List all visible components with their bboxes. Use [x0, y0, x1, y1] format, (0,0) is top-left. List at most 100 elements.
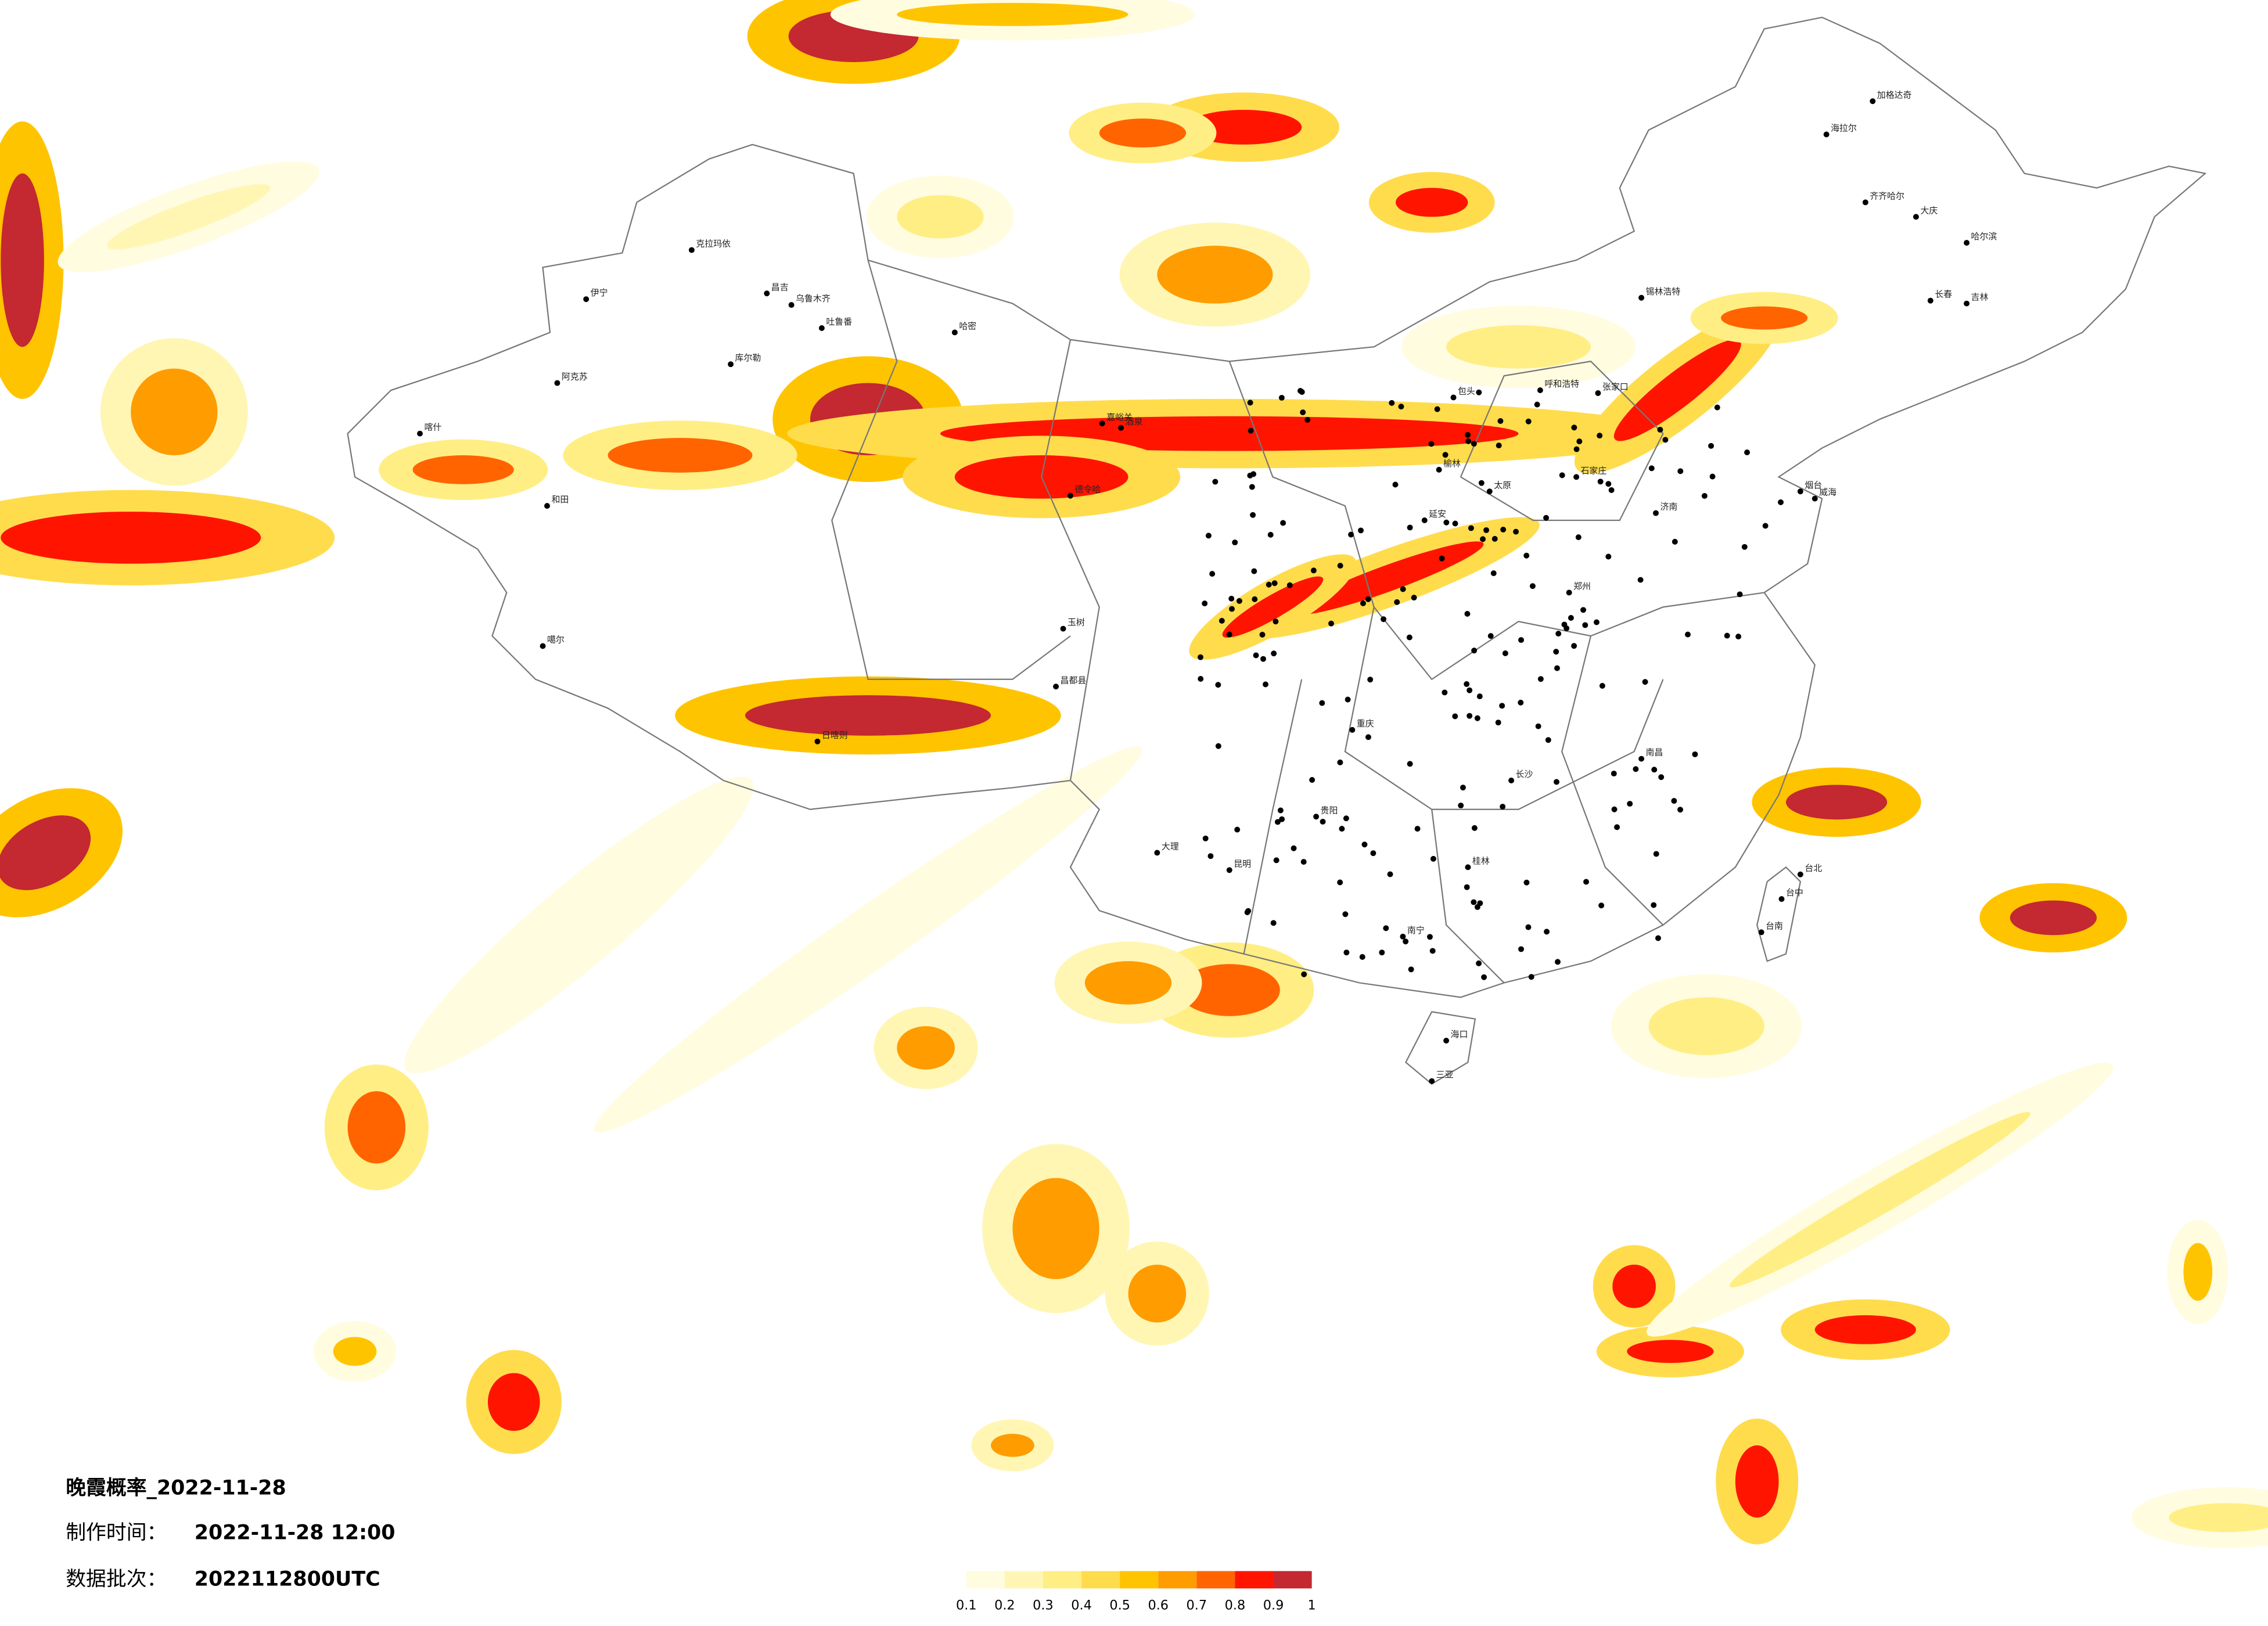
city-dot	[1913, 214, 1919, 220]
country-outline	[347, 16, 2207, 998]
city-dot	[1573, 446, 1580, 452]
city-dot	[1778, 499, 1784, 505]
city-dot	[1571, 425, 1577, 431]
legend-tick-label: 0.8	[1225, 1598, 1246, 1613]
heat-area	[1, 512, 261, 564]
city-dot	[1247, 400, 1253, 406]
city-dot	[1476, 693, 1483, 700]
city-dot	[1580, 607, 1587, 613]
city-dot	[1270, 920, 1277, 926]
heat-area	[2169, 1503, 2268, 1533]
city-dot	[1474, 715, 1480, 721]
city-dot	[1598, 902, 1605, 909]
info-value: 2022112800UTC	[195, 1567, 380, 1591]
city-dot	[1118, 425, 1124, 431]
city-dot	[1571, 643, 1577, 649]
city-dot	[1653, 510, 1659, 516]
city-dot	[1555, 959, 1561, 965]
city-dot	[1545, 737, 1551, 743]
city-dot	[1544, 929, 1550, 935]
legend-tick-label: 0.1	[956, 1598, 977, 1613]
city-dot	[1467, 713, 1473, 719]
city-dot	[1343, 949, 1350, 956]
city-dot	[1481, 974, 1487, 980]
city-label: 加格达奇	[1877, 89, 1912, 100]
city-dot	[1365, 734, 1371, 740]
city-dot	[1348, 531, 1354, 538]
city-label: 玉树	[1067, 617, 1085, 628]
city-dot	[1677, 807, 1684, 813]
city-dot	[1443, 1038, 1450, 1044]
city-dot	[1387, 871, 1393, 877]
heat-area	[412, 455, 514, 484]
city-dot	[1471, 825, 1478, 831]
city-dot	[1576, 438, 1583, 445]
city-dot	[1500, 804, 1506, 810]
city-dot	[1304, 417, 1311, 423]
city-dot	[1597, 433, 1603, 439]
city-dot	[1537, 676, 1544, 682]
heat-area	[347, 1091, 406, 1164]
city-dot	[1518, 946, 1525, 952]
city-dot	[1523, 552, 1530, 559]
city-dot	[1215, 743, 1221, 749]
city-dot	[1236, 598, 1242, 604]
heat-area	[1627, 1340, 1714, 1364]
city-label: 台北	[1805, 863, 1822, 873]
city-dot	[1067, 492, 1073, 499]
city-dot	[1662, 437, 1669, 443]
city-dot	[1452, 520, 1458, 527]
city-dot	[688, 247, 695, 253]
city-dot	[1313, 814, 1320, 820]
city-label: 海口	[1451, 1029, 1468, 1039]
city-dot	[1568, 615, 1574, 621]
city-dot	[1927, 297, 1933, 304]
heat-area	[467, 830, 691, 1020]
city-dot	[1465, 438, 1472, 444]
city-dot	[1499, 703, 1505, 709]
city-dot	[1637, 577, 1644, 583]
city-label: 贵阳	[1321, 805, 1338, 815]
city-label: 太原	[1494, 480, 1511, 490]
city-dot	[1737, 591, 1743, 598]
city-dot	[1653, 851, 1659, 857]
heat-area	[1012, 1178, 1099, 1279]
city-dot	[1671, 798, 1677, 804]
city-dot	[1267, 531, 1274, 538]
city-label: 阿克苏	[562, 372, 588, 382]
city-dot	[1627, 801, 1633, 807]
city-dot	[1394, 599, 1400, 605]
city-dot	[1370, 850, 1376, 857]
info-label: 制作时间：	[66, 1521, 167, 1545]
city-dot	[1249, 484, 1255, 490]
legend-swatch	[1120, 1571, 1159, 1589]
city-dot	[1430, 855, 1436, 862]
city-label: 台南	[1766, 920, 1783, 931]
city-dot	[1244, 909, 1250, 915]
city-label: 桂林	[1472, 855, 1490, 866]
city-label: 乌鲁木齐	[796, 293, 831, 304]
heat-area	[0, 815, 91, 890]
legend-swatch	[1273, 1571, 1312, 1589]
heat-area	[1648, 997, 1764, 1055]
legend-tick-label: 0.5	[1109, 1598, 1130, 1613]
city-dot	[1529, 583, 1536, 589]
heat-area	[487, 1373, 540, 1431]
city-label: 哈尔滨	[1971, 231, 1997, 242]
legend-swatch	[1158, 1571, 1197, 1589]
city-dot	[1379, 949, 1385, 956]
heat-area	[1084, 961, 1172, 1005]
city-dot	[1259, 631, 1266, 638]
city-dot	[1271, 650, 1277, 657]
city-dot	[1518, 699, 1524, 706]
city-dot	[1358, 527, 1364, 534]
city-label: 大理	[1162, 841, 1179, 851]
heat-area	[1222, 576, 1324, 638]
city-dot	[1528, 974, 1534, 980]
city-dot	[1273, 857, 1279, 864]
city-dot	[1460, 785, 1466, 791]
city-dot	[1202, 600, 1208, 607]
city-dot	[540, 643, 546, 649]
legend-tick-label: 0.3	[1033, 1598, 1054, 1613]
